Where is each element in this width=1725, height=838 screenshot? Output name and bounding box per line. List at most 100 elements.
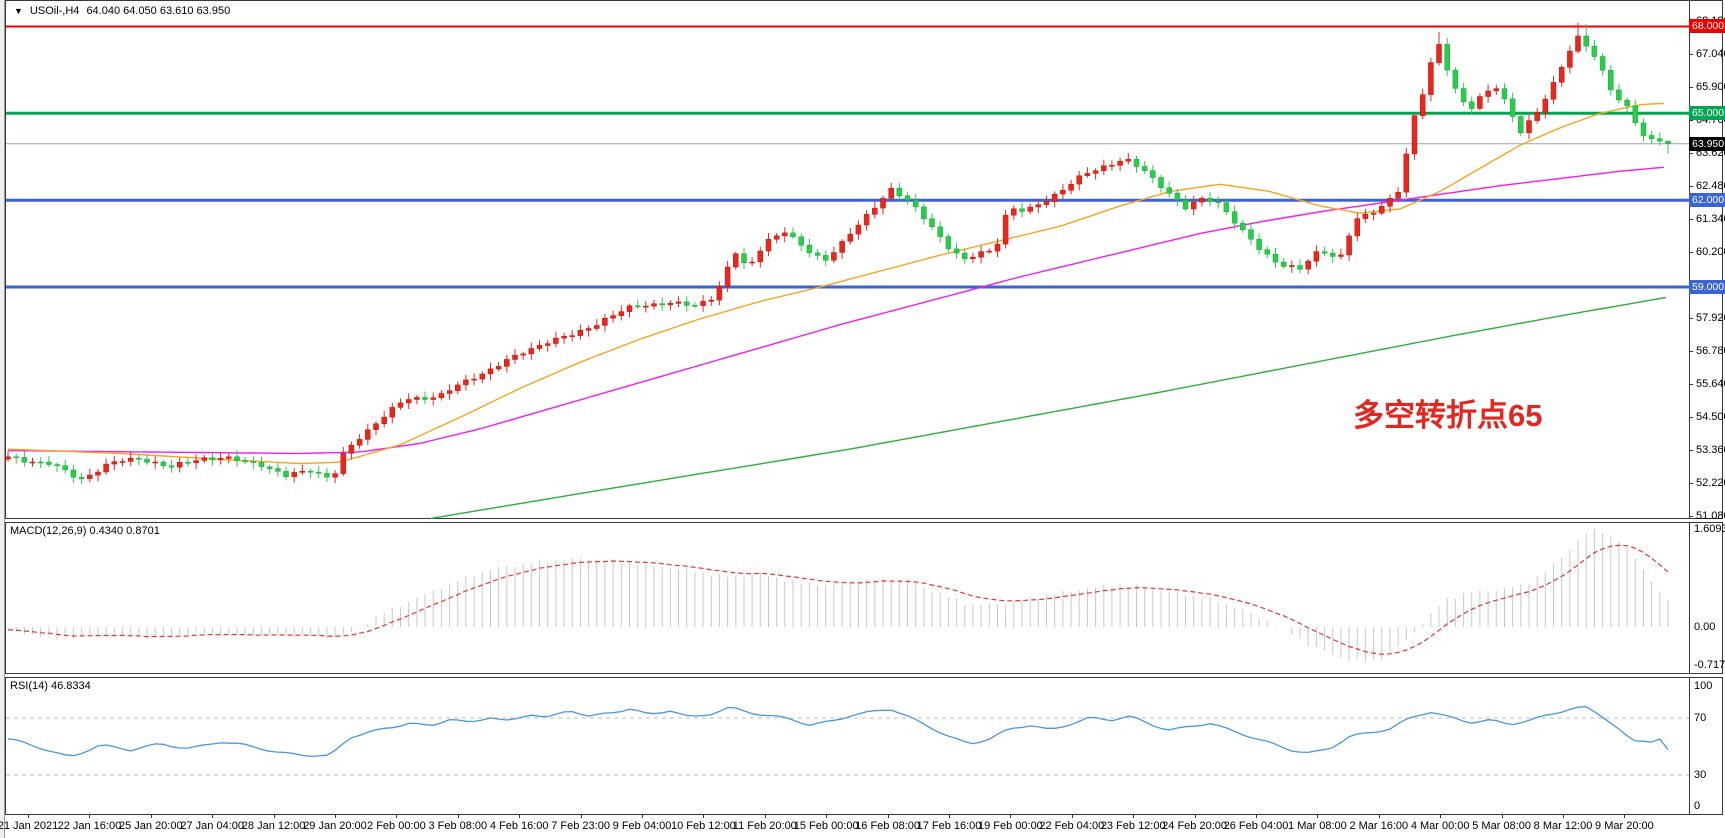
window-left-border (0, 0, 5, 838)
chart-header: ▼ USOil-,H4 64.040 64.050 63.610 63.950 (14, 5, 230, 17)
price-badge-63.950: 63.950 (1689, 136, 1725, 151)
time-label: 22 Feb 04:00 (1039, 820, 1105, 832)
time-label: 15 Feb 00:00 (793, 820, 859, 832)
macd-axis-line (1689, 523, 1690, 673)
price-tick-dash (1689, 152, 1693, 154)
rsi-panel[interactable] (5, 677, 1723, 815)
time-tick (28, 815, 29, 818)
time-tick (335, 815, 336, 818)
time-label: 26 Feb 04:00 (1223, 820, 1289, 832)
time-tick (887, 815, 889, 818)
time-label: 10 Feb 12:00 (670, 820, 736, 832)
time-tick (1624, 815, 1626, 818)
time-tick (1071, 815, 1073, 818)
time-label: 16 Feb 08:00 (855, 820, 921, 832)
price-tick-dash (1689, 53, 1693, 55)
price-tick-label: 54.500 (1696, 411, 1725, 424)
time-label: 28 Jan 12:00 (241, 820, 306, 832)
price-tick-dash (1689, 185, 1693, 187)
macd-axis-label: 0.00 (1694, 621, 1716, 633)
time-tick (519, 815, 521, 818)
price-tick-dash (1689, 449, 1693, 451)
price-axis-line (1689, 1, 1690, 518)
time-tick (396, 815, 398, 818)
price-tick-dash (1689, 350, 1693, 352)
time-tick (1194, 815, 1196, 818)
time-label: 24 Feb 20:00 (1162, 820, 1228, 832)
time-tick (703, 815, 705, 818)
price-panel[interactable] (5, 0, 1723, 519)
symbol-title: USOil-,H4 (29, 5, 80, 17)
time-label: 22 Jan 16:00 (57, 820, 122, 832)
price-tick-label: 57.920 (1696, 312, 1725, 325)
price-badge-68.000: 68.000 (1689, 19, 1725, 34)
time-label: 5 Mar 08:00 (1472, 820, 1531, 832)
time-tick (580, 815, 582, 818)
macd-axis-label: 1.6093 (1694, 523, 1725, 536)
price-tick-label: 60.200 (1696, 246, 1725, 259)
price-tick-dash (1689, 251, 1693, 253)
time-tick (1378, 815, 1380, 818)
time-tick (826, 815, 828, 818)
time-tick (1563, 815, 1564, 818)
time-tick (212, 815, 214, 818)
time-label: 2 Feb 00:00 (367, 820, 426, 832)
price-tick-label: 61.340 (1696, 213, 1725, 226)
price-tick-label: 55.640 (1696, 378, 1725, 391)
time-label: 7 Feb 23:00 (551, 820, 610, 832)
price-tick-dash (1689, 416, 1693, 418)
macd-indicator-label: MACD(12,26,9) 0.4340 0.8701 (10, 525, 160, 537)
macd-axis-label: -0.7172 (1694, 659, 1725, 671)
time-tick (1317, 815, 1319, 818)
time-label: 11 Feb 20:00 (732, 820, 797, 832)
time-axis: 21 Jan 2021 22 Jan 16:00 25 Jan 20:00 27 Ja… (0, 815, 1723, 838)
time-tick (273, 815, 275, 818)
time-label: 27 Jan 04:00 (180, 820, 244, 832)
price-tick-dash (1689, 86, 1693, 88)
price-tick-label: 51.080 (1696, 510, 1725, 523)
symbol-dropdown-icon[interactable]: ▼ (14, 6, 23, 16)
time-label: 4 Feb 16:00 (489, 820, 549, 832)
time-tick (89, 815, 91, 818)
time-label: 8 Mar 12:00 (1533, 820, 1593, 832)
time-label: 1 Mar 08:00 (1288, 820, 1347, 832)
time-label: 19 Feb 00:00 (977, 820, 1043, 832)
time-label: 9 Mar 20:00 (1595, 820, 1654, 832)
price-tick-dash (1689, 383, 1693, 385)
time-tick (150, 815, 152, 818)
price-tick-dash (1689, 515, 1693, 517)
time-tick (1501, 815, 1503, 818)
time-label: 25 Jan 20:00 (118, 820, 183, 832)
annotation-text: 多空转折点65 (1353, 398, 1543, 433)
price-tick-dash (1689, 218, 1693, 220)
time-tick (764, 815, 766, 818)
ohlc-values: 64.040 64.050 63.610 63.950 (86, 5, 231, 17)
price-badge-65.000: 65.000 (1689, 106, 1725, 121)
rsi-axis-label: 0 (1694, 800, 1701, 812)
rsi-axis-label: 70 (1694, 712, 1707, 724)
time-label: 29 Jan 20:00 (303, 820, 367, 832)
price-badge-59.000: 59.000 (1689, 280, 1725, 295)
price-tick-label: 56.780 (1696, 345, 1725, 358)
time-label: 23 Feb 12:00 (1100, 820, 1166, 832)
macd-panel[interactable] (5, 522, 1723, 674)
rsi-axis-label: 30 (1694, 769, 1707, 781)
time-label: 3 Feb 08:00 (428, 820, 488, 832)
time-label: 21 Jan 2021 (0, 820, 59, 832)
time-tick (1010, 815, 1012, 818)
time-tick (1440, 815, 1442, 818)
price-badge-62.000: 62.000 (1689, 193, 1725, 208)
price-tick-dash (1689, 482, 1693, 484)
time-tick (457, 815, 459, 818)
price-tick-label: 67.040 (1696, 48, 1725, 61)
price-tick-label: 65.900 (1696, 81, 1725, 94)
time-label: 17 Feb 16:00 (916, 820, 982, 832)
time-tick (949, 815, 950, 818)
time-tick (1256, 815, 1257, 818)
rsi-axis-line (1689, 678, 1690, 814)
time-label: 2 Mar 16:00 (1349, 820, 1409, 832)
price-tick-label: 53.360 (1696, 444, 1725, 457)
time-tick (1133, 815, 1135, 818)
time-label: 9 Feb 04:00 (612, 820, 672, 832)
